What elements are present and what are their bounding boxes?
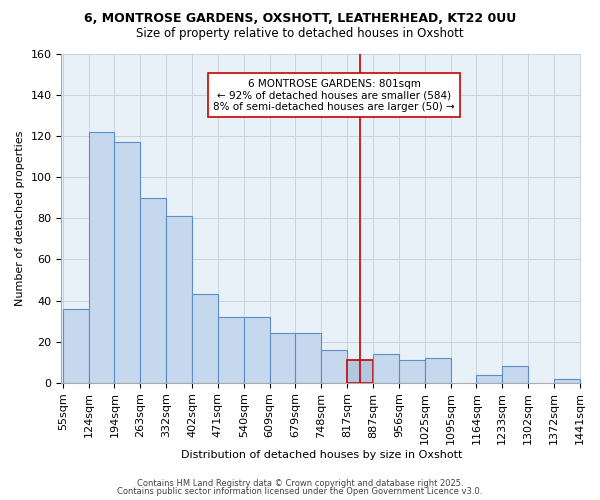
Bar (62, 309, 89, 382)
Bar (399, 360, 425, 382)
Text: Contains public sector information licensed under the Open Government Licence v3: Contains public sector information licen… (118, 487, 482, 496)
Bar (502, 366, 528, 382)
Bar (140, 198, 166, 382)
Bar (295, 334, 321, 382)
Y-axis label: Number of detached properties: Number of detached properties (15, 130, 25, 306)
Bar (554, 378, 580, 382)
X-axis label: Distribution of detached houses by size in Oxshott: Distribution of detached houses by size … (181, 450, 462, 460)
Bar (89, 132, 115, 382)
Text: 6 MONTROSE GARDENS: 801sqm
← 92% of detached houses are smaller (584)
8% of semi: 6 MONTROSE GARDENS: 801sqm ← 92% of deta… (214, 78, 455, 112)
Bar (321, 350, 347, 382)
Bar (115, 142, 140, 382)
Bar (218, 317, 244, 382)
Bar (347, 360, 373, 382)
Bar (269, 334, 295, 382)
Text: 6, MONTROSE GARDENS, OXSHOTT, LEATHERHEAD, KT22 0UU: 6, MONTROSE GARDENS, OXSHOTT, LEATHERHEA… (84, 12, 516, 26)
Bar (425, 358, 451, 382)
Bar (244, 317, 269, 382)
Bar (166, 216, 192, 382)
Text: Contains HM Land Registry data © Crown copyright and database right 2025.: Contains HM Land Registry data © Crown c… (137, 478, 463, 488)
Bar (373, 354, 399, 382)
Text: Size of property relative to detached houses in Oxshott: Size of property relative to detached ho… (136, 28, 464, 40)
Bar (476, 374, 502, 382)
Bar (192, 294, 218, 382)
